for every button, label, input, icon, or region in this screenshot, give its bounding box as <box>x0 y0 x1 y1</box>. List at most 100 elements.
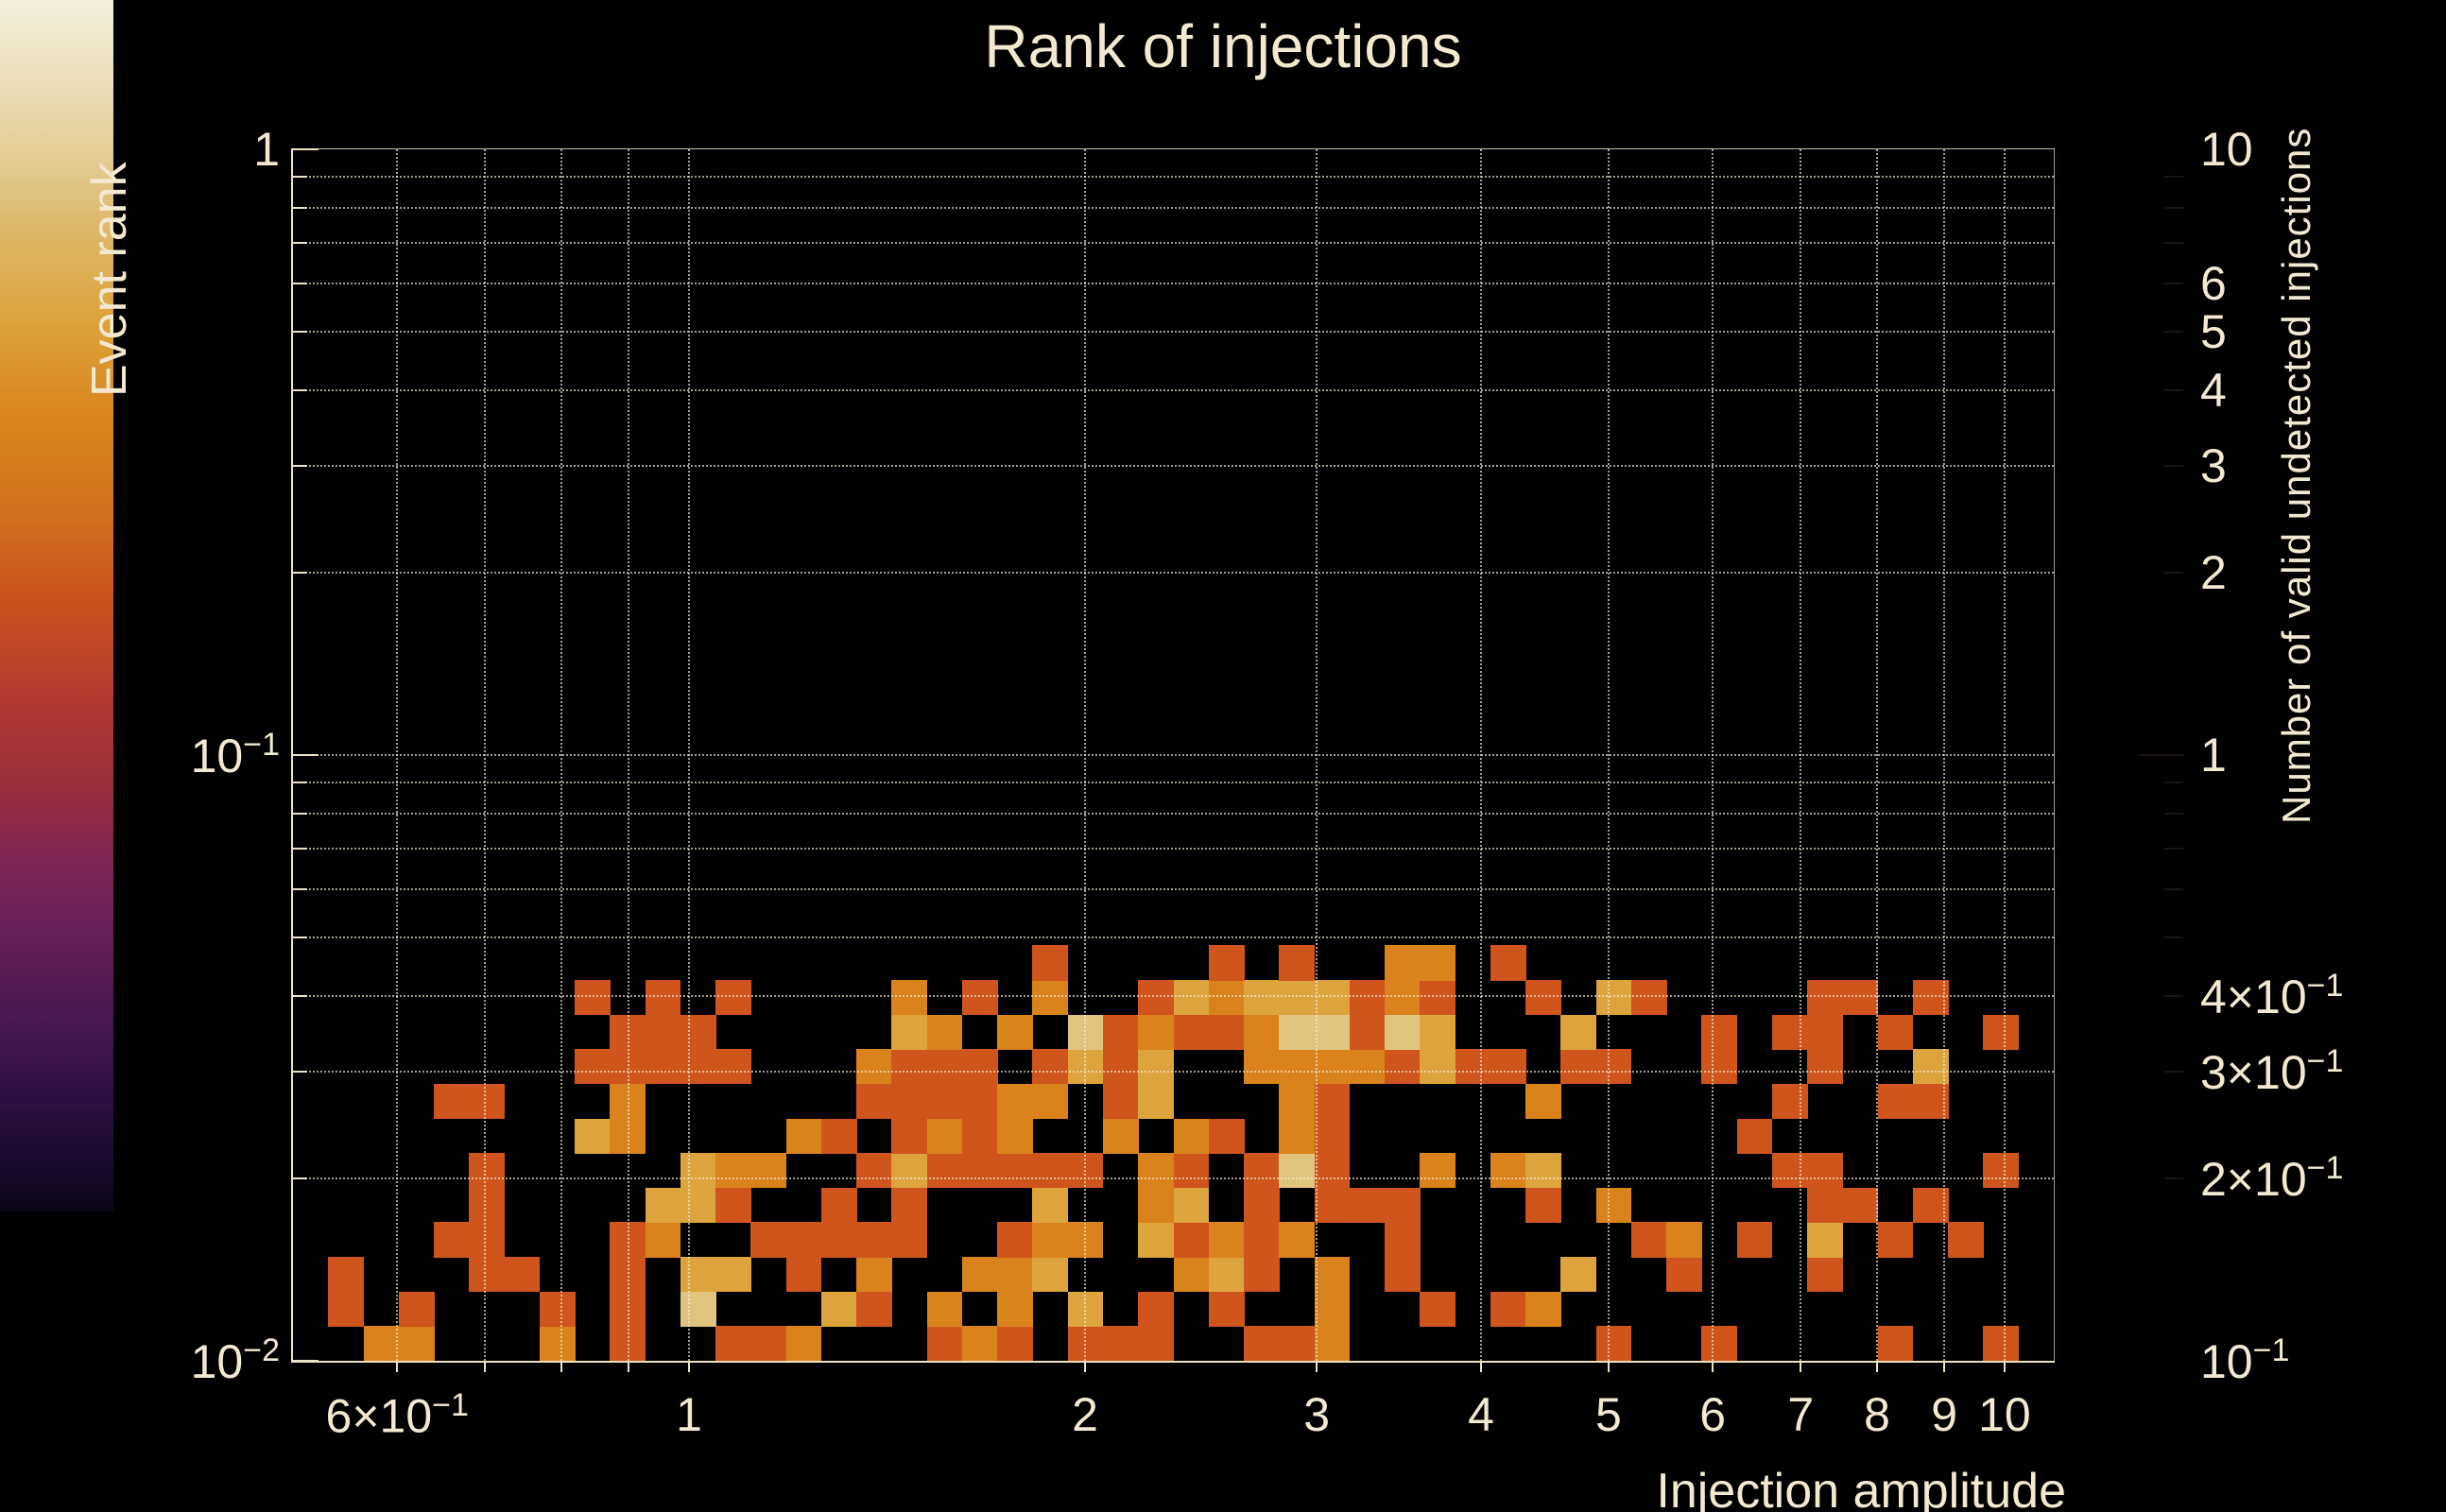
heatmap-cell <box>997 1257 1033 1293</box>
heatmap-cell <box>961 1118 998 1154</box>
y-tick <box>293 995 307 998</box>
heatmap-cell <box>1173 1153 1210 1189</box>
heatmap-cell <box>1279 1222 1316 1258</box>
colorbar-tick <box>2164 782 2183 784</box>
y-tick <box>293 1177 307 1180</box>
colorbar-tick <box>2164 283 2183 285</box>
y-gridline <box>293 995 2054 998</box>
heatmap-cell <box>1525 1153 1561 1189</box>
heatmap-cell <box>856 1049 892 1085</box>
heatmap-cell <box>1385 945 1421 981</box>
heatmap-cell <box>715 1049 751 1085</box>
heatmap-cell <box>1420 945 1456 981</box>
heatmap-cell <box>891 1049 928 1085</box>
heatmap-cell <box>1032 1222 1069 1258</box>
x-tick-label: 1 <box>676 1388 702 1441</box>
x-tick <box>560 1363 563 1372</box>
heatmap-cell <box>820 1222 857 1258</box>
heatmap-cell <box>715 980 751 1016</box>
heatmap-cell <box>1173 1014 1210 1050</box>
y-tick-major <box>293 148 319 150</box>
heatmap-cell <box>961 1153 998 1189</box>
colorbar-tick <box>2164 330 2183 333</box>
heatmap-cell <box>750 1222 787 1258</box>
heatmap-cell <box>645 1187 681 1223</box>
heatmap-cell <box>926 1153 963 1189</box>
heatmap-cell <box>891 1153 928 1189</box>
heatmap-cell <box>1385 1187 1421 1223</box>
heatmap-cell <box>680 1187 716 1223</box>
heatmap-cell <box>610 1083 646 1120</box>
heatmap-cell <box>1279 1326 1316 1362</box>
heatmap-cell <box>1279 945 1316 981</box>
heatmap-cell <box>575 980 611 1016</box>
colorbar-tick-label: 1 <box>2200 729 2227 782</box>
x-tick-label: 9 <box>1931 1388 1958 1441</box>
heatmap-cell <box>1314 980 1351 1016</box>
x-tick-label: 5 <box>1594 1388 1622 1441</box>
heatmap-cell <box>645 980 681 1016</box>
heatmap-cell <box>997 1222 1033 1258</box>
heatmap-cell <box>1912 1187 1949 1223</box>
heatmap-cell <box>926 1014 963 1050</box>
heatmap-cell <box>680 1049 716 1085</box>
x-tick <box>2003 1363 2006 1372</box>
heatmap-cell <box>1666 1257 1702 1293</box>
y-gridline <box>293 207 2054 210</box>
y-tick-major <box>293 1360 319 1362</box>
heatmap-cell <box>820 1187 857 1223</box>
heatmap-cell <box>856 1291 892 1327</box>
heatmap-cell <box>1842 1187 1879 1223</box>
heatmap-cell <box>1314 1257 1351 1293</box>
y-gridline <box>293 936 2054 938</box>
heatmap-cell <box>856 1257 892 1293</box>
heatmap-cell <box>1279 1118 1316 1154</box>
heatmap-cell <box>1630 980 1667 1016</box>
y-tick <box>293 848 307 850</box>
colorbar-tick <box>2164 465 2183 468</box>
y-tick-label: 10−2 <box>190 1332 280 1388</box>
heatmap-cell <box>1349 1049 1386 1085</box>
y-tick <box>293 813 307 816</box>
heatmap-cell <box>1173 1118 1210 1154</box>
y-tick <box>293 330 307 333</box>
heatmap-cell <box>997 1118 1033 1154</box>
y-tick <box>293 176 307 179</box>
heatmap-cell <box>1807 1014 1843 1050</box>
heatmap-cell <box>1314 1014 1351 1050</box>
heatmap-cell <box>926 1118 963 1154</box>
colorbar-tick <box>2164 207 2183 210</box>
heatmap-cell <box>610 1326 646 1362</box>
heatmap-cell <box>750 1326 787 1362</box>
plot-frame-right <box>2054 148 2055 1362</box>
heatmap-cell <box>610 1222 646 1258</box>
heatmap-cell <box>434 1222 470 1258</box>
heatmap-cell <box>1771 1083 1808 1120</box>
heatmap-cell <box>1701 1014 1738 1050</box>
heatmap-cell <box>363 1326 400 1362</box>
heatmap-cell <box>645 1222 681 1258</box>
heatmap-cell <box>1138 1291 1174 1327</box>
heatmap-cell <box>1595 1187 1632 1223</box>
heatmap-cell <box>1138 1326 1174 1362</box>
heatmap-cell <box>434 1083 470 1120</box>
heatmap-cell <box>1385 980 1421 1016</box>
heatmap-cell <box>1244 1187 1280 1223</box>
x-tick <box>1084 1363 1086 1372</box>
heatmap-cell <box>1385 1257 1421 1293</box>
y-tick <box>293 207 307 210</box>
y-axis-title: Event rank <box>82 162 137 398</box>
heatmap-cell <box>469 1187 506 1223</box>
heatmap-cell <box>1455 1049 1491 1085</box>
x-tick <box>1800 1363 1802 1372</box>
heatmap-cell <box>1208 1257 1245 1293</box>
heatmap-cell <box>1385 1014 1421 1050</box>
heatmap-cell <box>1595 980 1632 1016</box>
heatmap-cell <box>1525 1291 1561 1327</box>
colorbar-title: Number of valid undetected injections <box>2274 127 2318 824</box>
heatmap-cell <box>1244 1222 1280 1258</box>
heatmap-cell <box>1314 1083 1351 1120</box>
heatmap-cell <box>715 1153 751 1189</box>
heatmap-cell <box>1525 1187 1561 1223</box>
heatmap-cell <box>1877 1222 1914 1258</box>
